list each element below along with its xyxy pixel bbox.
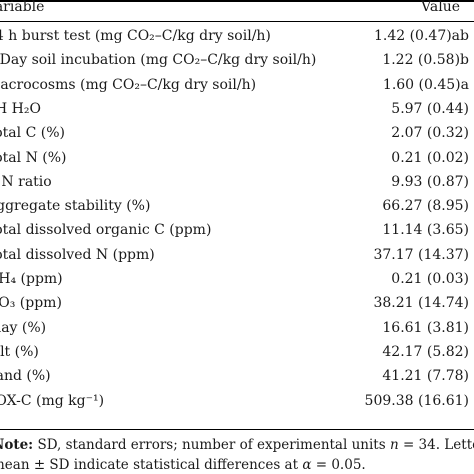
footnote-n-symbol: n [389, 437, 399, 453]
table-row: Macrocosms (mg CO₂–C/kg dry soil/h) 1.60 … [0, 74, 474, 96]
row-value: 11.14 (3.65) [382, 222, 469, 239]
header-value: Value [421, 0, 460, 15]
row-variable: pH H₂O [0, 100, 41, 117]
row-value: 1.42 (0.47)ab [373, 28, 469, 44]
row-variable: NO₃ (ppm) [0, 295, 62, 312]
table-row: pH H₂O 5.97 (0.44) [0, 98, 474, 120]
row-variable: POX-C (mg kg⁻¹) [0, 392, 105, 409]
row-value: 5.97 (0.44) [391, 100, 469, 117]
row-variable: Silt (%) [0, 343, 39, 360]
table-row: Total C (%) 2.07 (0.32) [0, 122, 474, 144]
row-variable: Sand (%) [0, 368, 51, 385]
footnote-text-1b: = 34. Letters beside [402, 437, 474, 453]
row-variable: Macrocosms (mg CO₂–C/kg dry soil/h) [0, 76, 257, 93]
table-row: Total dissolved N (ppm) 37.17 (14.37) [0, 244, 474, 266]
table-header-rule [0, 21, 474, 22]
table-row: Silt (%) 42.17 (5.82) [0, 341, 474, 363]
row-variable: NH₄ (ppm) [0, 271, 63, 287]
table-row: Total N (%) 0.21 (0.02) [0, 147, 474, 169]
row-value: 2.07 (0.32) [391, 125, 469, 142]
table-row: Total dissolved organic C (ppm) 11.14 (3.… [0, 219, 474, 241]
footnote-line-2: mean ± SD indicate statistical differenc… [0, 455, 366, 474]
row-value: 1.22 (0.58)b [382, 52, 469, 69]
footnote-alpha-symbol: α [302, 457, 312, 473]
row-variable: 24 h burst test (mg CO₂–C/kg dry soil/h) [0, 28, 271, 44]
footnote-text-1: SD, standard errors; number of experimen… [33, 437, 390, 453]
row-value: 9.93 (0.87) [391, 173, 469, 190]
table-row: C:N ratio 9.93 (0.87) [0, 171, 474, 193]
row-value: 0.21 (0.02) [391, 149, 469, 166]
row-variable: Total dissolved N (ppm) [0, 246, 155, 263]
row-variable: C:N ratio [0, 173, 52, 190]
row-variable: Total dissolved organic C (ppm) [0, 222, 212, 239]
footnote-label: Note: [0, 437, 34, 453]
row-value: 42.17 (5.82) [382, 343, 469, 360]
row-value: 509.38 (16.61) [364, 392, 469, 409]
table-row: NO₃ (ppm) 38.21 (14.74) [0, 292, 474, 314]
row-value: 0.21 (0.03) [391, 271, 469, 287]
table-row: POX-C (mg kg⁻¹) 509.38 (16.61) [0, 390, 474, 412]
row-value: 38.21 (14.74) [373, 295, 469, 312]
table-row: 24 h burst test (mg CO₂–C/kg dry soil/h)… [0, 25, 474, 47]
table-bottom-rule [0, 429, 474, 430]
row-value: 41.21 (7.78) [382, 368, 469, 385]
table-row: NH₄ (ppm) 0.21 (0.03) [0, 268, 474, 290]
row-variable: Aggregate stability (%) [0, 198, 151, 215]
row-value: 16.61 (3.81) [382, 319, 469, 336]
row-variable: 7-Day soil incubation (mg CO₂–C/kg dry s… [0, 52, 317, 69]
header-variable: Variable [0, 0, 45, 15]
table-row: Sand (%) 41.21 (7.78) [0, 365, 474, 387]
table-row: 7-Day soil incubation (mg CO₂–C/kg dry s… [0, 49, 474, 71]
footnote-text-2b: = 0.05. [311, 457, 366, 473]
row-variable: Total N (%) [0, 149, 67, 166]
row-value: 1.60 (0.45)a [382, 76, 469, 93]
row-value: 37.17 (14.37) [373, 246, 469, 263]
footnote-line-1: Note: SD, standard errors; number of exp… [0, 435, 474, 455]
table-header: Variable Value [0, 0, 474, 18]
footnote-text-2: mean ± SD indicate statistical differenc… [0, 457, 303, 473]
table-row: Aggregate stability (%) 66.27 (8.95) [0, 195, 474, 217]
table-row: Clay (%) 16.61 (3.81) [0, 317, 474, 339]
table-top-rule [0, 0, 474, 2]
row-variable: Clay (%) [0, 319, 47, 336]
row-variable: Total C (%) [0, 125, 65, 142]
row-value: 66.27 (8.95) [382, 198, 469, 215]
